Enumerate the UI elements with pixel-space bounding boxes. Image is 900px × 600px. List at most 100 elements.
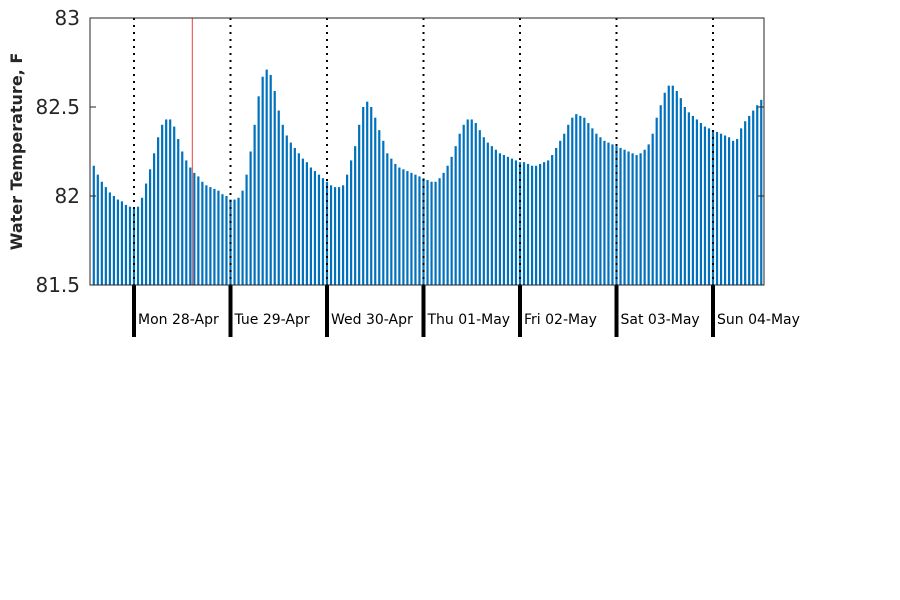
bar <box>591 128 594 285</box>
bar <box>663 92 666 285</box>
bar <box>273 90 276 285</box>
bar <box>502 155 506 285</box>
bar <box>442 172 445 285</box>
bar <box>551 155 554 285</box>
bar <box>245 174 248 285</box>
bar <box>173 126 176 285</box>
bar <box>289 142 292 285</box>
day-labels-layer: Mon 28-Apr Tue 29-Apr Wed 30-Apr Thu 01-May… <box>138 312 800 328</box>
bar <box>136 206 140 285</box>
day-separators-layer <box>132 18 715 337</box>
bar <box>627 151 630 285</box>
bar <box>96 174 99 285</box>
y-tick-label: 82 <box>55 184 80 208</box>
bar <box>124 204 128 285</box>
bar <box>659 105 662 285</box>
bar <box>382 140 385 285</box>
bar <box>313 171 317 285</box>
day-label: Sat 03-May <box>621 312 700 328</box>
bar <box>526 163 530 285</box>
bar <box>197 176 200 285</box>
bar <box>595 133 598 285</box>
bar <box>177 139 180 285</box>
bar <box>297 153 300 285</box>
bar <box>510 158 514 285</box>
bar <box>748 115 751 286</box>
bar <box>358 124 361 285</box>
bar <box>530 165 534 285</box>
bar <box>422 178 425 285</box>
bar <box>446 165 449 285</box>
bar <box>756 105 759 285</box>
day-label: Wed 30-Apr <box>331 312 413 328</box>
bar <box>691 115 694 286</box>
bar <box>599 137 602 285</box>
bar <box>333 187 337 285</box>
bar <box>699 123 703 286</box>
bar <box>534 165 538 285</box>
bar <box>209 187 212 285</box>
bar <box>587 123 590 286</box>
bar <box>185 160 188 285</box>
bar <box>305 162 308 285</box>
bars-layer <box>92 69 763 286</box>
bar <box>631 153 634 285</box>
bar <box>643 149 646 285</box>
bar <box>108 192 111 285</box>
bar <box>394 163 397 285</box>
bar <box>518 162 522 285</box>
bar <box>514 160 518 285</box>
bar <box>213 188 216 285</box>
bar <box>120 201 124 285</box>
bar <box>301 158 304 285</box>
day-label: Mon 28-Apr <box>138 312 219 328</box>
day-label: Thu 01-May <box>427 312 511 328</box>
bar <box>719 133 723 285</box>
bar <box>309 167 313 285</box>
bar <box>623 149 626 285</box>
bar <box>539 163 542 285</box>
bar <box>201 181 204 285</box>
bar <box>193 172 196 285</box>
bar <box>128 206 132 285</box>
bar <box>639 153 642 285</box>
bar <box>281 124 284 285</box>
bar <box>116 199 120 285</box>
bar <box>354 146 357 285</box>
bar <box>760 99 763 285</box>
bar <box>426 179 429 285</box>
bar <box>727 137 731 285</box>
bar <box>261 76 264 286</box>
bar <box>165 119 168 286</box>
bar <box>707 128 711 285</box>
bar <box>486 142 489 285</box>
bar <box>752 110 755 285</box>
bar <box>611 144 614 285</box>
bar <box>378 130 381 285</box>
y-tick-label: 81.5 <box>35 273 80 297</box>
bar <box>583 117 586 286</box>
bar <box>687 112 690 285</box>
bar <box>390 158 393 285</box>
bar <box>671 85 674 285</box>
bar <box>454 146 457 285</box>
bar <box>285 135 288 285</box>
bar <box>655 117 658 286</box>
bar <box>559 140 562 285</box>
bar <box>740 128 743 285</box>
day-label: Tue 29-Apr <box>234 312 310 328</box>
bar <box>233 199 236 285</box>
bar <box>140 197 144 285</box>
bar <box>241 190 244 285</box>
bar <box>651 133 654 285</box>
bar <box>189 167 192 285</box>
bar <box>341 185 345 285</box>
bar <box>430 181 433 285</box>
bar <box>470 119 473 286</box>
y-tick-label: 82.5 <box>35 95 80 119</box>
bar <box>237 197 240 285</box>
bar <box>269 74 272 286</box>
bar <box>144 183 148 285</box>
bar <box>647 144 650 285</box>
